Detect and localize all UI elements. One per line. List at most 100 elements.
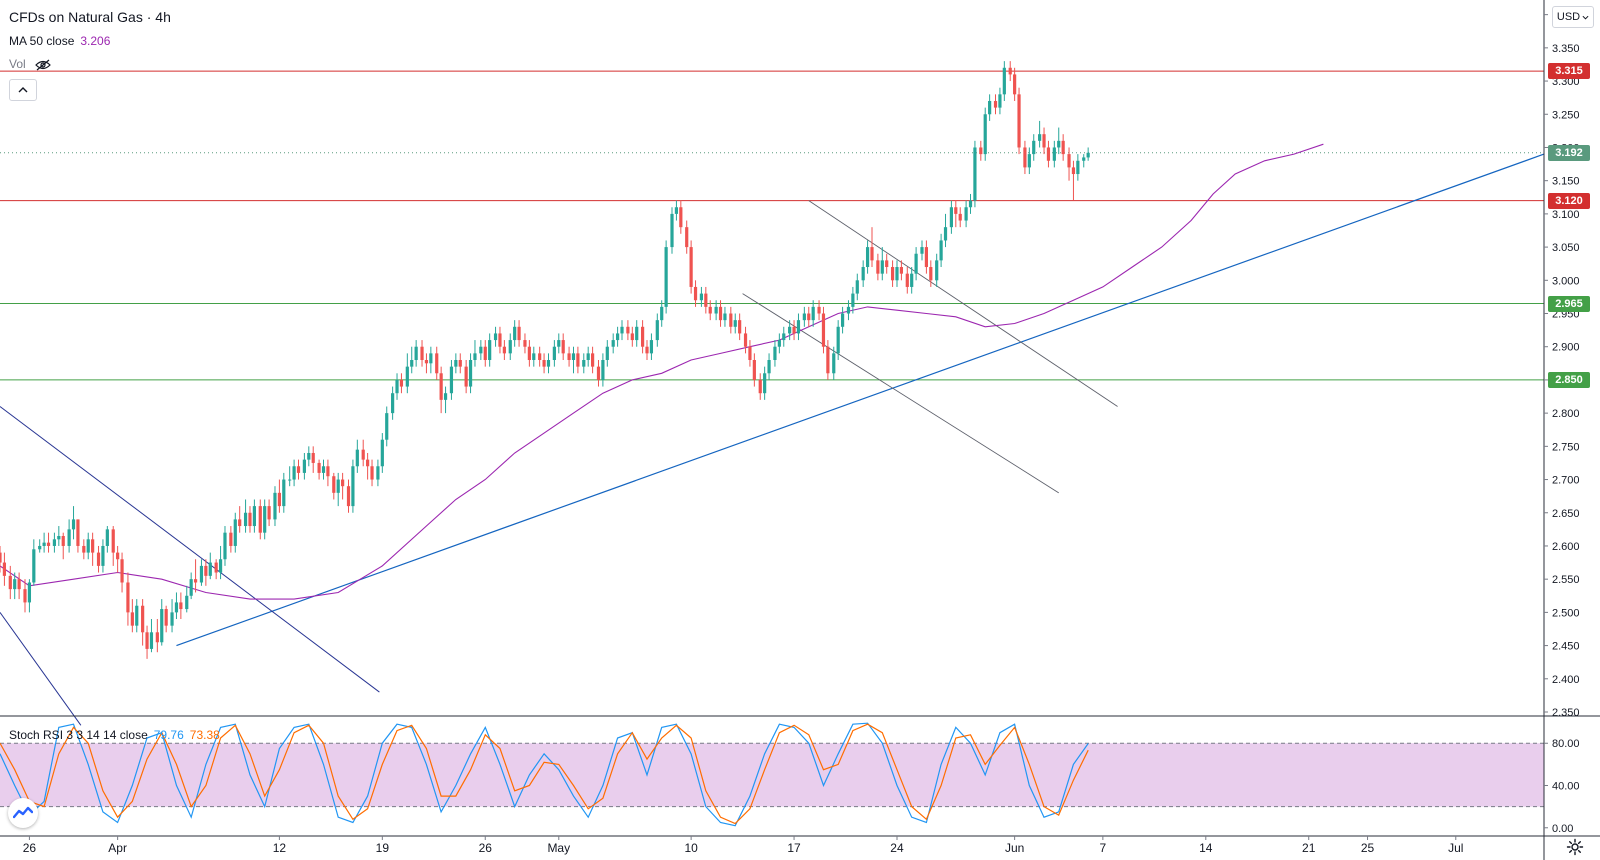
y-tick-label: 2.800 xyxy=(1552,408,1580,420)
candle-body xyxy=(141,605,145,633)
candle-body xyxy=(399,379,404,387)
candle-body xyxy=(307,452,311,460)
candle-body xyxy=(685,227,689,248)
price-tag-2850[interactable]: 2.850 xyxy=(1548,371,1590,388)
candle-body xyxy=(1013,74,1017,95)
candle-body xyxy=(1082,157,1086,161)
y-tick-label: 3.050 xyxy=(1552,242,1580,254)
candle-body xyxy=(454,360,458,367)
collapse-legend-button[interactable] xyxy=(9,79,37,101)
candle-body xyxy=(729,313,733,327)
candle-body xyxy=(170,612,174,626)
ma-legend[interactable]: MA 50 close 3.206 xyxy=(9,34,110,48)
candle-body xyxy=(120,559,124,583)
candle-body xyxy=(605,346,609,360)
last-price-tag[interactable]: 3.192 xyxy=(1548,144,1590,161)
candle-body xyxy=(86,539,90,553)
chevron-up-icon xyxy=(18,87,28,93)
price-tag-3315[interactable]: 3.315 xyxy=(1548,63,1590,80)
price-tag-2965[interactable]: 2.965 xyxy=(1548,295,1590,312)
horizontal-levels[interactable] xyxy=(0,70,1544,381)
candle-body xyxy=(302,459,306,473)
candle-body xyxy=(693,286,698,301)
candle-body xyxy=(223,532,227,560)
candle-body xyxy=(1002,67,1006,95)
stoch-k-line xyxy=(0,722,1089,827)
candle-body xyxy=(296,466,301,473)
candle-body xyxy=(616,333,620,341)
candle-body xyxy=(865,247,870,268)
interval-label: 4h xyxy=(155,9,171,25)
candle-body xyxy=(513,326,517,341)
price-tag-3120[interactable]: 3.120 xyxy=(1548,192,1590,209)
candle-body xyxy=(439,373,443,400)
candle-body xyxy=(248,512,252,527)
currency-label: USD xyxy=(1556,11,1581,23)
y-tick-label: 2.350 xyxy=(1552,707,1580,719)
candle-body xyxy=(517,326,521,341)
candle-body xyxy=(899,267,904,274)
y-tick-label: 2.600 xyxy=(1552,541,1580,553)
x-tick-label: 25 xyxy=(1361,841,1375,855)
candle-body xyxy=(699,293,704,301)
candle-body xyxy=(111,529,115,553)
gear-icon[interactable] xyxy=(1566,838,1584,856)
trendlines[interactable] xyxy=(0,153,1545,726)
candle-body xyxy=(993,100,998,108)
candle-body xyxy=(954,207,958,214)
candle-body xyxy=(782,333,786,341)
candle-body xyxy=(61,536,65,546)
candle-body xyxy=(199,565,204,583)
candle-body xyxy=(723,313,727,321)
candle-body xyxy=(414,346,418,360)
candle-body xyxy=(586,353,590,360)
candle-body xyxy=(807,313,811,321)
candle-body xyxy=(32,549,36,583)
candle-body xyxy=(483,346,487,360)
symbol-title[interactable]: CFDs on Natural Gas · 4h xyxy=(9,9,171,25)
candle-body xyxy=(796,320,801,334)
candle-body xyxy=(811,306,815,321)
candle-body xyxy=(943,227,948,241)
candle-body xyxy=(351,466,355,507)
candle-body xyxy=(620,326,624,334)
candle-body xyxy=(332,476,336,493)
trendline-channel-upper xyxy=(0,406,380,693)
tradingview-logo-icon[interactable] xyxy=(8,798,38,828)
candle-body xyxy=(164,609,168,626)
candle-body xyxy=(1042,134,1046,148)
currency-selector[interactable]: USD xyxy=(1552,6,1594,28)
candle-body xyxy=(468,360,473,387)
candle-body xyxy=(233,519,237,546)
y-tick-label: 3.250 xyxy=(1552,109,1580,121)
candle-body xyxy=(649,340,654,354)
candle-body xyxy=(821,313,826,347)
eye-off-icon[interactable] xyxy=(35,59,51,71)
candle-body xyxy=(674,207,679,214)
candle-body xyxy=(538,353,542,360)
candle-body xyxy=(346,486,351,507)
candle-body xyxy=(973,147,977,201)
candle-body xyxy=(1027,154,1031,168)
x-tick-label: 19 xyxy=(376,841,390,855)
candle-body xyxy=(958,213,962,221)
candle-body xyxy=(704,293,708,307)
candle-body xyxy=(557,340,561,347)
candle-body xyxy=(149,632,154,649)
x-tick-label: 7 xyxy=(1100,841,1107,855)
trendline-channel-lower xyxy=(0,612,82,726)
stoch-legend[interactable]: Stoch RSI 3 3 14 14 close 79.76 73.38 xyxy=(9,728,220,742)
candle-body xyxy=(76,519,80,546)
candle-body xyxy=(238,519,242,527)
vol-legend[interactable]: Vol xyxy=(9,57,51,71)
candle-body xyxy=(738,320,742,334)
candle-body xyxy=(885,260,889,268)
candle-body xyxy=(596,366,601,380)
candle-body xyxy=(361,449,365,460)
candle-body xyxy=(464,366,468,387)
candle-body xyxy=(836,326,840,354)
candle-body xyxy=(1038,134,1042,141)
y-tick-label: 3.150 xyxy=(1552,176,1580,188)
candle-body xyxy=(929,267,933,281)
